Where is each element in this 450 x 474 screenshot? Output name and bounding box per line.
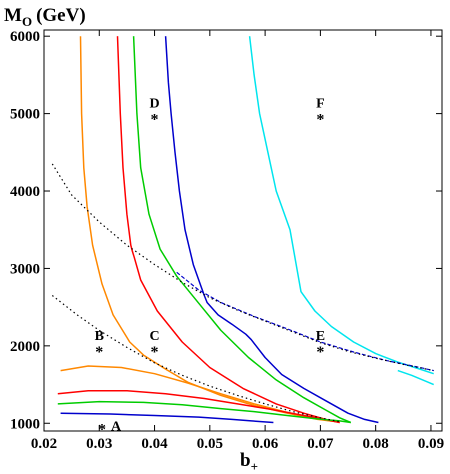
series-line-10 [176, 271, 434, 372]
point-marker-C: * [151, 344, 159, 361]
x-tick-label: 0.07 [307, 436, 334, 452]
x-tick-label: 0.06 [252, 436, 279, 452]
y-tick-label: 2000 [10, 339, 40, 355]
series-line-7 [60, 412, 274, 424]
point-label-D: D [149, 97, 159, 112]
x-tick-label: 0.09 [418, 436, 444, 452]
plot-frame [43, 29, 443, 432]
point-label-A: A [111, 419, 122, 434]
y-tick-label: 3000 [10, 261, 40, 277]
series-layer [51, 36, 434, 424]
svg-text:MO(GeV): MO (GeV) [4, 5, 86, 29]
y-tick-label: 4000 [10, 184, 40, 200]
x-axis-title: b+ [240, 450, 258, 474]
point-label-E: E [316, 329, 325, 344]
x-axis-title-main: b [240, 450, 251, 471]
series-line-4 [132, 36, 352, 424]
series-line-5 [57, 400, 351, 424]
point-marker-E: * [316, 344, 324, 361]
y-tick-label: 6000 [10, 29, 40, 45]
axis-ticks: 0.02 0.03 0.04 0.05 0.06 0.07 0.08 0.09 1000 2000… [10, 29, 444, 452]
y-axis-title-main: M [4, 5, 22, 26]
point-marker-B: * [95, 344, 103, 361]
x-axis-title-sub: + [251, 459, 258, 474]
x-tick-label: 0.04 [141, 436, 168, 452]
series-line-6 [164, 36, 379, 424]
point-marker-D: * [151, 112, 159, 129]
point-label-B: B [95, 329, 104, 344]
series-line-11 [51, 163, 434, 372]
y-axis-title-sub: O [22, 14, 32, 29]
series-line-8 [248, 36, 434, 375]
series-line-3 [57, 389, 340, 424]
point-marker-F: * [316, 112, 324, 129]
series-line-12 [51, 295, 340, 423]
y-tick-label: 5000 [10, 107, 40, 123]
y-tick-label: 1000 [10, 416, 40, 432]
y-axis-title: MO (GeV) [4, 5, 86, 29]
point-marker-A: * [98, 421, 106, 438]
point-label-C: C [149, 329, 159, 344]
x-tick-label: 0.08 [363, 436, 389, 452]
x-tick-label: 0.03 [86, 436, 112, 452]
series-line-9 [397, 369, 434, 386]
annotation-layer: * A*B*C*D*E*F [95, 97, 325, 439]
svg-text:b+: b+ [240, 450, 258, 474]
point-label-F: F [316, 97, 325, 112]
series-line-2 [116, 36, 340, 424]
y-axis-title-unit: (GeV) [36, 5, 86, 26]
x-tick-label: 0.05 [197, 436, 223, 452]
x-tick-label: 0.02 [31, 436, 57, 452]
